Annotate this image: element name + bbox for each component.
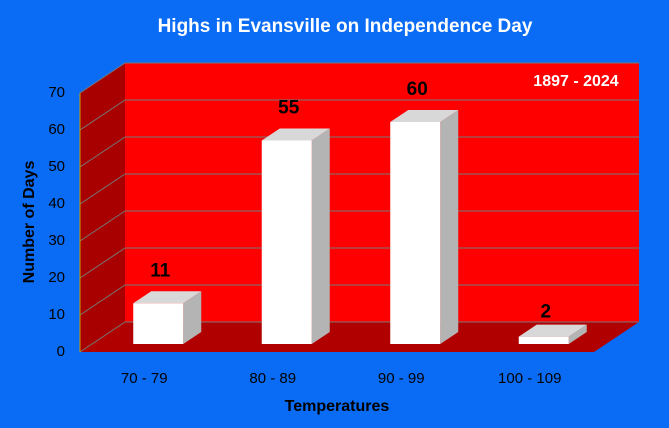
data-label: 60 [407,79,428,100]
bar-front [133,303,184,344]
bar-front [390,122,441,344]
annotation: 1897 - 2024 [533,73,619,90]
data-label: 55 [278,98,300,119]
y-tick-label: 40 [48,195,65,212]
x-tick-label: 70 - 79 [121,370,168,387]
back-wall [125,63,639,322]
bar-front [261,140,312,344]
bar-side [440,110,459,344]
y-tick-label: 10 [48,306,65,323]
y-axis-label: Number of Days [21,161,38,284]
data-label: 2 [540,302,551,323]
bar [133,291,202,344]
side-wall [80,63,125,352]
bar-front [518,336,569,344]
x-tick-label: 100 - 109 [498,370,561,387]
x-axis-label: Temperatures [285,398,390,415]
bar-top [261,128,330,141]
bar [261,128,330,344]
grid-line [79,247,126,279]
y-tick-label: 60 [48,121,65,138]
y-tick-label: 70 [48,84,65,101]
bar-side [568,324,587,344]
y-tick-label: 20 [48,269,65,286]
x-tick-label: 90 - 99 [378,370,425,387]
bar-top [518,324,587,337]
grid-line [79,173,126,205]
grid-line [79,210,126,242]
bar-top [390,110,459,122]
grid-line [79,99,126,131]
bar-side [311,128,330,344]
grid-line [79,321,126,353]
bar-top [133,291,202,304]
y-tick-label: 0 [57,343,65,360]
bar-side [183,291,202,344]
floor [80,322,639,352]
data-label: 11 [150,260,171,281]
grid-line [79,62,126,94]
y-tick-label: 50 [48,158,65,175]
y-tick-label: 30 [48,232,65,249]
bar [390,110,459,344]
bar [518,324,587,344]
grid-line [79,284,126,316]
grid-line [79,136,126,168]
x-tick-label: 80 - 89 [249,370,296,387]
chart-title: Highs in Evansville on Independence Day [158,16,533,37]
